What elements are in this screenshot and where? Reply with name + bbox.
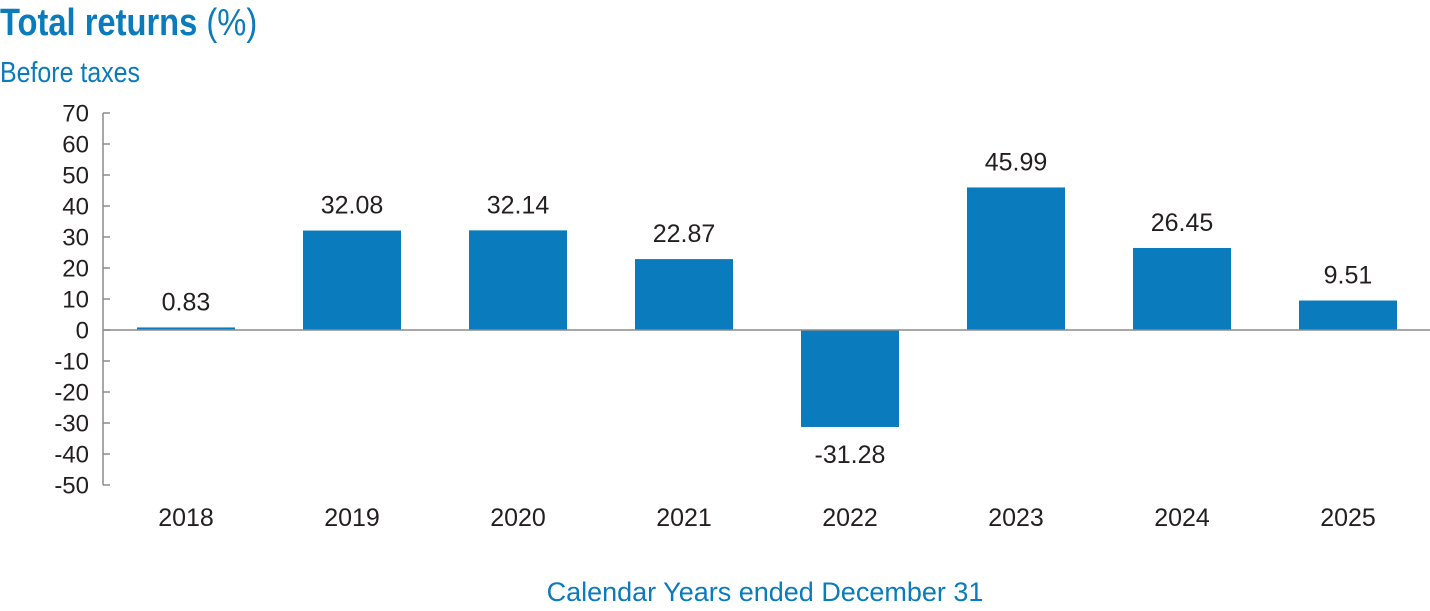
chart-subtitle: Before taxes (0, 57, 141, 89)
y-tick-label: 0 (76, 318, 89, 345)
value-label-2025: 9.51 (1324, 262, 1373, 290)
x-tick-label-2018: 2018 (158, 504, 214, 532)
y-tick-label: 10 (62, 287, 89, 314)
value-label-2022: -31.28 (815, 441, 886, 469)
x-tick-label-2024: 2024 (1154, 504, 1210, 532)
y-tick-label: 40 (62, 194, 89, 221)
y-tick-label: 60 (62, 132, 89, 159)
value-label-2020: 32.14 (487, 191, 550, 219)
bar-2019 (303, 230, 401, 330)
chart-title-units: (%) (206, 2, 258, 44)
value-label-2019: 32.08 (321, 192, 384, 220)
x-tick-label-2021: 2021 (656, 504, 712, 532)
y-tick-label: -40 (54, 442, 89, 469)
chart-title: Total returns (%) (0, 2, 257, 45)
bar-2025 (1299, 300, 1397, 330)
bars (137, 187, 1397, 427)
x-tick-label-2023: 2023 (988, 504, 1044, 532)
bar-2021 (635, 259, 733, 330)
value-labels: 0.83 32.08 32.14 22.87 -31.28 45.99 26.45 9.51 (162, 148, 1373, 469)
x-tick-label-2025: 2025 (1320, 504, 1376, 532)
y-tick-label: -20 (54, 380, 89, 407)
y-tick-label: 30 (62, 225, 89, 252)
y-axis: 70 60 50 40 30 20 10 0 -10 -20 -30 -40 -50 (54, 101, 110, 500)
bar-2023 (967, 187, 1065, 330)
x-tick-label-2022: 2022 (822, 504, 878, 532)
bar-2018 (137, 327, 235, 330)
x-axis-labels: 2018 2019 2020 2021 2022 2023 2024 2025 (158, 504, 1376, 532)
x-axis-title: Calendar Years ended December 31 (547, 577, 984, 607)
bar-2022 (801, 330, 899, 427)
y-tick-label: -50 (54, 473, 89, 500)
value-label-2023: 45.99 (985, 148, 1048, 176)
bar-2020 (469, 230, 567, 330)
value-label-2024: 26.45 (1151, 209, 1214, 237)
value-label-2021: 22.87 (653, 220, 716, 248)
y-tick-label: -30 (54, 411, 89, 438)
y-tick-label: 20 (62, 256, 89, 283)
y-tick-label: 50 (62, 163, 89, 190)
chart-title-main: Total returns (0, 2, 198, 44)
x-tick-label-2020: 2020 (490, 504, 546, 532)
bar-2024 (1133, 248, 1231, 330)
y-tick-label: -10 (54, 349, 89, 376)
x-tick-label-2019: 2019 (324, 504, 380, 532)
value-label-2018: 0.83 (162, 288, 211, 316)
y-tick-label: 70 (62, 101, 89, 128)
